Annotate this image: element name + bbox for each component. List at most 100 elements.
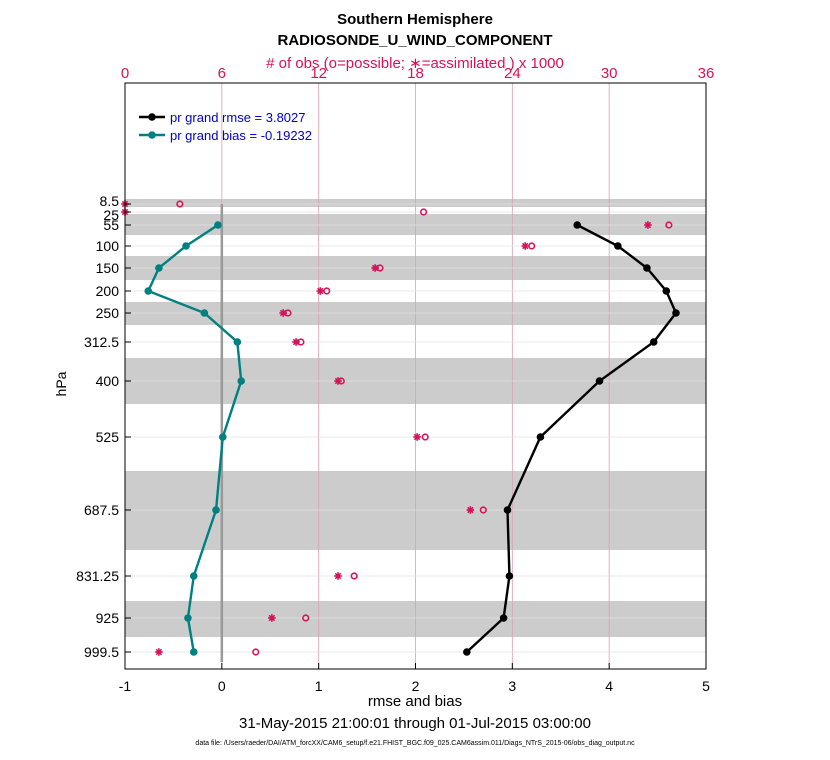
asterisk-stroke xyxy=(644,221,652,229)
axis-ticks: -1 0 1 2 3 4 50 6 12 18 24 30 368.525551001502002503… xyxy=(76,65,714,694)
bias-point xyxy=(184,614,192,622)
bias-point xyxy=(189,648,198,656)
y-tick-label: 687.5 xyxy=(84,502,119,518)
obs-possible-marker xyxy=(421,433,429,441)
asterisk-stroke xyxy=(279,309,287,317)
obs-assimilated-marker xyxy=(316,287,325,295)
bias-point xyxy=(219,433,227,441)
obs-possible-marker xyxy=(302,614,310,622)
obs-assimilated-marker xyxy=(521,242,530,250)
bias-point xyxy=(237,377,245,385)
obs-possible-marker xyxy=(665,221,673,229)
bias-point xyxy=(144,287,153,295)
rmse-point xyxy=(643,264,651,272)
obs-assimilated-marker xyxy=(334,572,342,580)
y-tick-label: 150 xyxy=(96,260,120,276)
x-tick-label: 3 xyxy=(508,678,516,694)
bias-point xyxy=(233,338,242,346)
y-tick-label: 925 xyxy=(96,610,120,626)
y-tick-label: 100 xyxy=(96,238,120,254)
bias-point xyxy=(182,242,190,250)
rmse-point xyxy=(503,506,512,514)
top-tick-label: 30 xyxy=(601,65,618,82)
bias-point xyxy=(200,309,209,317)
rmse-line xyxy=(466,223,678,653)
x-tick-label: -1 xyxy=(119,678,132,694)
bias-point xyxy=(189,572,198,580)
asterisk-stroke xyxy=(334,377,342,385)
legend-swatch-marker xyxy=(148,113,156,121)
obs-possible-marker xyxy=(479,506,487,514)
top-axis-label: # of obs (o=possible; ∗=assimilated ) x … xyxy=(266,55,564,72)
asterisk-stroke xyxy=(334,572,342,580)
data-file-path: data file: /Users/raeder/DAI/ATM_forcXX/… xyxy=(195,740,635,747)
y-tick-label: 55 xyxy=(103,217,119,233)
rmse-point xyxy=(649,338,658,346)
top-tick-label: 6 xyxy=(218,65,226,82)
obs-assimilated-marker xyxy=(155,648,163,656)
obs-assimilated-marker xyxy=(644,221,652,229)
rmse-point xyxy=(662,287,671,295)
top-tick-label: 18 xyxy=(407,65,424,82)
asterisk-stroke xyxy=(413,433,421,441)
obs-assimilated-marker xyxy=(371,264,379,272)
rmse-point xyxy=(463,648,471,656)
obs-possible-marker xyxy=(350,572,358,580)
obs-assimilated-marker xyxy=(334,377,342,385)
bias-point xyxy=(155,264,163,272)
obs-possible-marker xyxy=(176,200,184,208)
rmse-point xyxy=(573,221,582,229)
y-tick-label: 831.25 xyxy=(76,568,119,584)
x-tick-label: 1 xyxy=(315,678,323,694)
asterisk-stroke xyxy=(317,287,324,295)
y-tick-label: 25 xyxy=(103,207,119,223)
legend: pr grand rmse = 3.8027 pr grand bias = -0… xyxy=(139,110,312,143)
series-lines xyxy=(144,221,680,656)
legend-rmse-label: pr grand rmse = 3.8027 xyxy=(170,110,306,125)
legend-swatch-marker xyxy=(148,131,156,139)
rmse-point xyxy=(499,614,508,622)
obs-assimilated-marker xyxy=(413,433,421,441)
asterisk-stroke xyxy=(371,264,379,272)
asterisk-stroke xyxy=(155,648,163,656)
obs-assimilated-marker xyxy=(268,614,276,622)
rmse-point xyxy=(505,572,514,580)
bias-line xyxy=(146,223,243,653)
bias-point xyxy=(212,506,220,514)
x-tick-label: 5 xyxy=(702,678,710,694)
y-axis-label: hPa xyxy=(53,371,69,396)
y-tick-label: 8.5 xyxy=(100,193,120,209)
top-tick-label: 12 xyxy=(310,65,327,82)
top-tick-label: 24 xyxy=(504,65,521,82)
y-tick-label: 525 xyxy=(96,429,120,445)
y-tick-label: 999.5 xyxy=(84,644,119,660)
top-tick-label: 0 xyxy=(121,65,129,82)
chart-subtitle: RADIOSONDE_U_WIND_COMPONENT xyxy=(277,32,552,49)
chart-title: Southern Hemisphere xyxy=(337,11,493,28)
obs-possible-marker xyxy=(252,648,260,656)
x-tick-label: 2 xyxy=(412,678,420,694)
x-axis-label: rmse and bias xyxy=(368,693,462,710)
obs-assimilated-marker xyxy=(279,309,287,317)
y-tick-label: 200 xyxy=(96,283,120,299)
y-tick-label: 400 xyxy=(96,373,120,389)
obs-assimilated-marker xyxy=(466,506,475,514)
date-range: 31-May-2015 21:00:01 through 01-Jul-2015… xyxy=(239,715,591,732)
obs-assimilated-marker xyxy=(292,338,300,346)
y-tick-label: 250 xyxy=(96,305,120,321)
x-tick-label: 4 xyxy=(605,678,613,694)
asterisk-stroke xyxy=(522,242,529,250)
top-tick-label: 36 xyxy=(698,65,715,82)
rmse-point xyxy=(672,309,680,317)
asterisk-stroke xyxy=(467,506,474,514)
rmse-point xyxy=(614,242,622,250)
legend-bias-label: pr grand bias = -0.19232 xyxy=(170,128,312,143)
rmse-point xyxy=(536,433,545,441)
asterisk-stroke xyxy=(292,338,300,346)
rmse-point xyxy=(595,377,604,385)
x-tick-label: 0 xyxy=(218,678,226,694)
bias-point xyxy=(214,221,222,229)
asterisk-stroke xyxy=(268,614,276,622)
obs-possible-marker xyxy=(419,208,428,216)
